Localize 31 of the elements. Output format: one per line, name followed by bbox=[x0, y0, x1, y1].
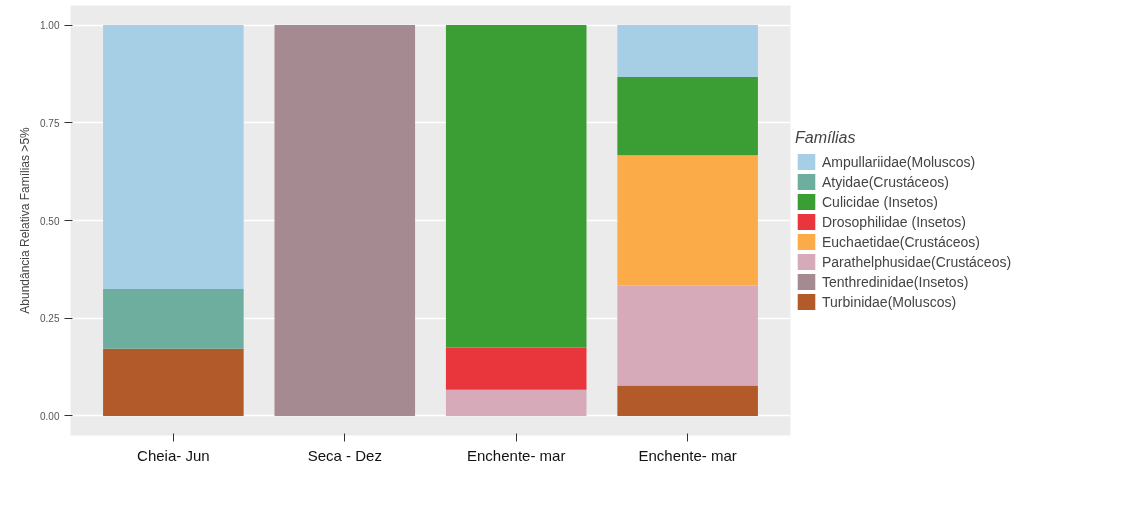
bar bbox=[617, 285, 758, 386]
y-axis-title: Abundância Relativa Famílias >5% bbox=[18, 126, 33, 314]
x-tick-label: Enchente- mar bbox=[638, 446, 737, 464]
legend-label: Tenthredinidae(Insetos) bbox=[822, 272, 969, 292]
bar bbox=[445, 389, 587, 416]
bar bbox=[103, 288, 244, 349]
bar bbox=[617, 385, 758, 416]
legend-label: Turbinidae(Moluscos) bbox=[822, 292, 957, 312]
y-tick-label: 0.25 bbox=[40, 313, 60, 325]
legend-label: Atyidae(Crustáceos) bbox=[822, 172, 949, 192]
y-tick-label: 0.00 bbox=[40, 410, 60, 422]
legend-title: Famílias bbox=[795, 128, 857, 147]
bar bbox=[274, 25, 416, 416]
x-tick-label: Seca - Dez bbox=[307, 446, 382, 464]
legend-label: Culicidae (Insetos) bbox=[822, 192, 938, 212]
bar bbox=[103, 348, 244, 416]
legend-label: Euchaetidae(Crustáceos) bbox=[822, 232, 980, 252]
y-tick-label: 0.75 bbox=[40, 117, 60, 129]
bar bbox=[617, 25, 758, 78]
bar bbox=[445, 25, 587, 348]
x-tick-label: Cheia- Jun bbox=[137, 446, 210, 464]
bar bbox=[617, 77, 758, 156]
legend-label: Parathelphusidae(Crustáceos) bbox=[822, 252, 1012, 272]
bar bbox=[103, 25, 244, 289]
y-tick-label: 1.00 bbox=[40, 20, 60, 32]
bar bbox=[617, 155, 758, 286]
bar bbox=[445, 347, 587, 390]
y-tick-label: 0.50 bbox=[40, 215, 60, 227]
x-tick-label: Enchente- mar bbox=[467, 446, 566, 464]
legend-label: Ampullariidae(Moluscos) bbox=[822, 152, 976, 172]
legend-label: Drosophilidae (Insetos) bbox=[822, 212, 966, 232]
